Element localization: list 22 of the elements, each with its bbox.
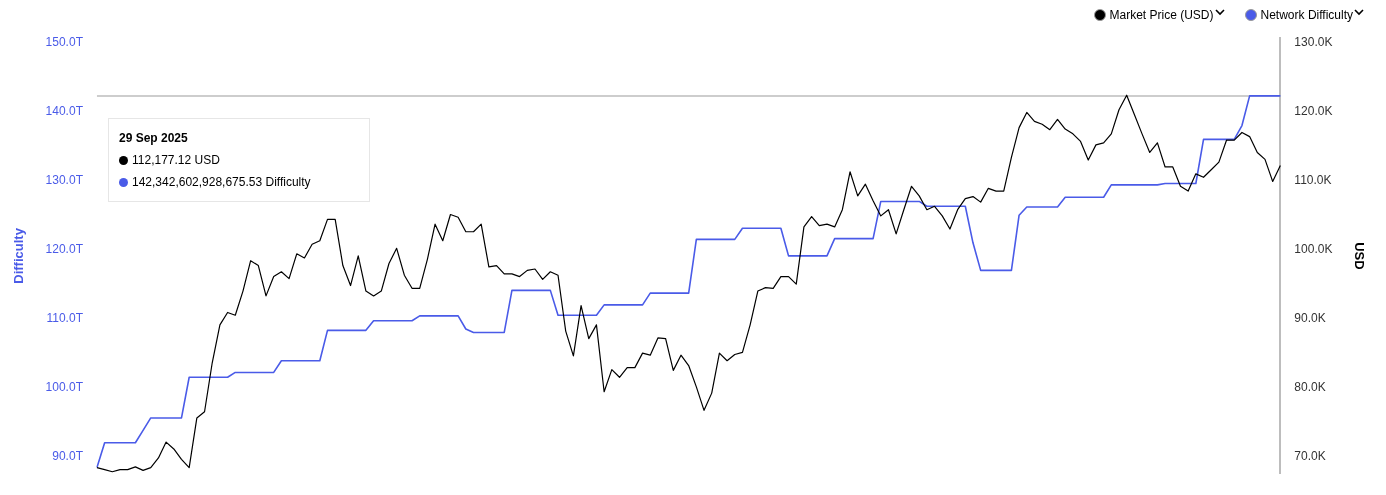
annotation: 142,342,602,928,675.53 Difficulty: [132, 174, 311, 191]
y2-tick-label: 110.0K: [1294, 173, 1332, 188]
y2-tick-label: 120.0K: [1294, 104, 1333, 119]
tooltip-card: 29 Sep 2025 112,177.12 USD 142,342,602,928,675.53 Difficulty: [108, 118, 370, 202]
y-tick-label: 130.0T: [45, 173, 84, 188]
y-tick-label: 120.0T: [45, 242, 84, 257]
y-tick-label: 150.0T: [45, 35, 84, 50]
y-tick-label: 140.0T: [45, 104, 84, 119]
y2-tick-label: 80.0K: [1294, 379, 1326, 394]
y2-tick-label: 70.0K: [1294, 448, 1326, 463]
y2-tick-label: 130.0K: [1294, 35, 1333, 50]
y-tick-label: 90.0T: [52, 448, 84, 463]
legend-label: Market Price (USD): [1109, 8, 1214, 22]
annotation: 112,177.12 USD: [132, 152, 220, 169]
y-tick-label: 100.0T: [45, 379, 84, 394]
y2-axis-title: USD: [1351, 242, 1367, 270]
y-tick-label: 110.0T: [46, 310, 84, 325]
legend-label: Network Difficulty: [1260, 8, 1353, 22]
annotation: 29 Sep 2025: [119, 130, 188, 147]
y2-tick-label: 90.0K: [1294, 310, 1326, 325]
y-axis-title: Difficulty: [11, 227, 27, 284]
y2-tick-label: 100.0K: [1294, 242, 1333, 257]
